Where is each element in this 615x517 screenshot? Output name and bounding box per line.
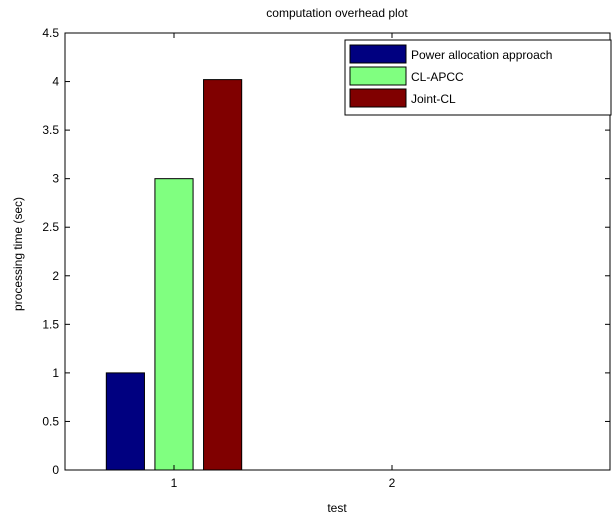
y-tick-label: 1 — [52, 366, 59, 380]
x-axis-label: test — [327, 501, 347, 515]
x-tick-label: 2 — [389, 476, 396, 490]
legend-label: Joint-CL — [411, 92, 456, 106]
y-tick-label: 0 — [52, 463, 59, 477]
y-tick-label: 3 — [52, 172, 59, 186]
legend-swatch — [349, 88, 407, 108]
legend-label: Power allocation approach — [411, 48, 552, 62]
y-axis-label: processing time (sec) — [11, 197, 25, 311]
chart-title: computation overhead plot — [266, 6, 408, 20]
y-tick-label: 4 — [52, 75, 59, 89]
legend: Power allocation approach CL-APCC Joint-CL — [344, 39, 612, 116]
y-tick-label: 2.5 — [42, 220, 59, 234]
x-tick-label: 1 — [171, 476, 178, 490]
bar-cl-apcc-1 — [154, 178, 194, 471]
legend-swatch — [349, 44, 407, 64]
legend-label: CL-APCC — [411, 70, 464, 84]
legend-swatch — [349, 66, 407, 86]
plot-area-border — [64, 32, 611, 471]
bar-joint-cl-1 — [203, 79, 243, 471]
bar-power-allocation-approach-1 — [105, 372, 145, 471]
y-tick-label: 2 — [52, 269, 59, 283]
y-tick-label: 3.5 — [42, 123, 59, 137]
y-tick-label: 0.5 — [42, 414, 59, 428]
y-tick-label: 1.5 — [42, 317, 59, 331]
y-tick-label: 4.5 — [42, 26, 59, 40]
